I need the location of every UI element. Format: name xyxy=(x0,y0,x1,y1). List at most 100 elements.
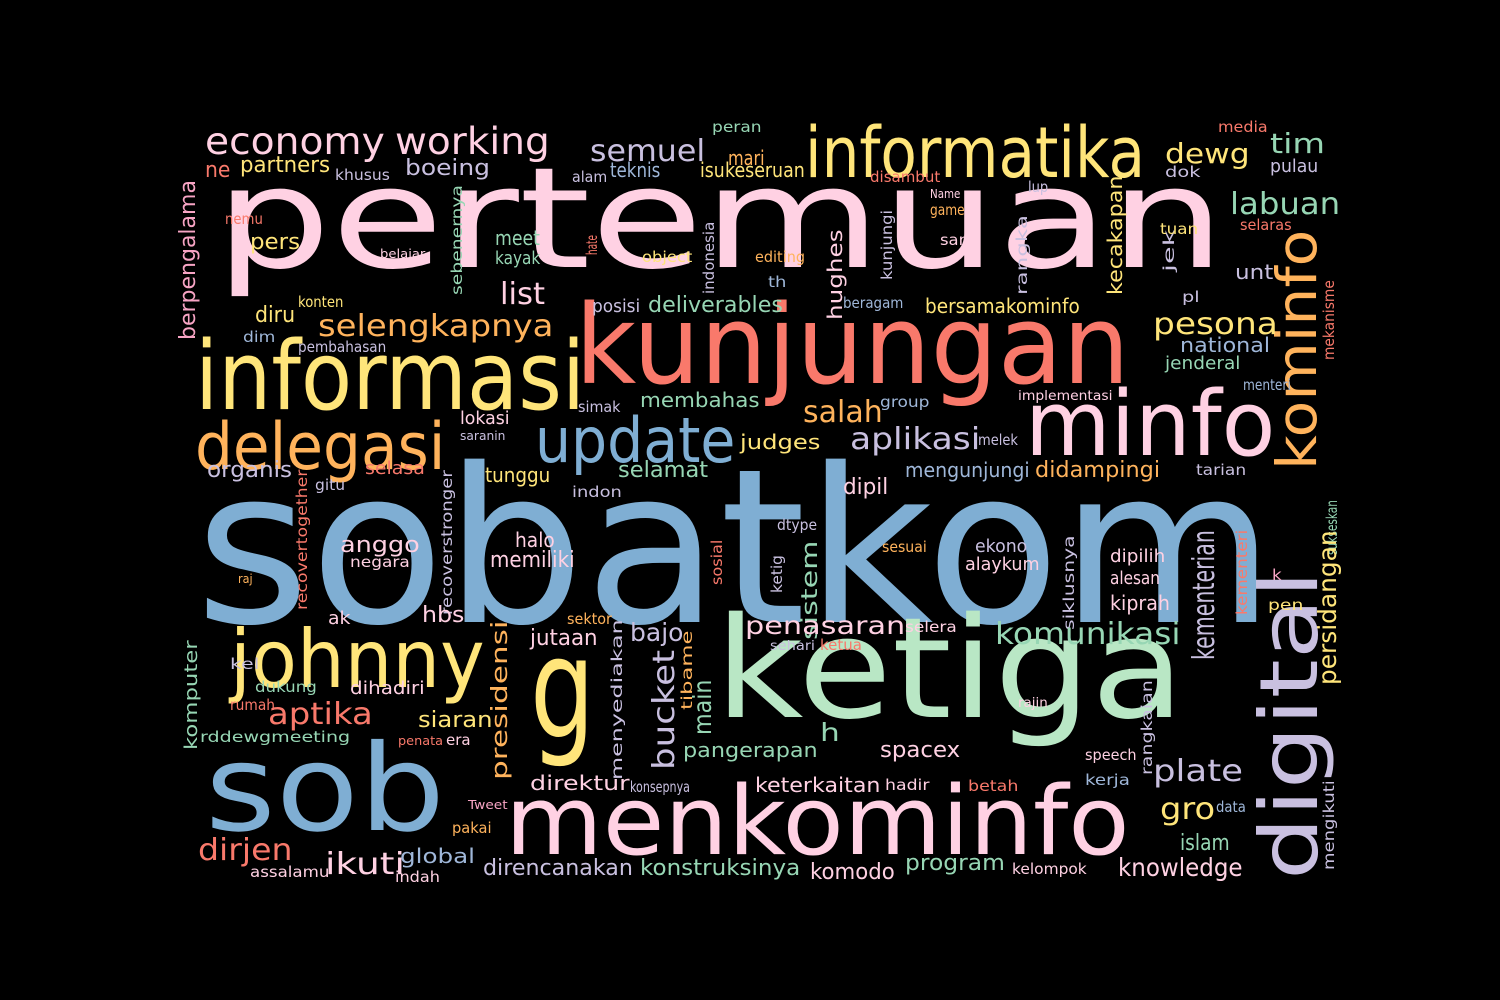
word-menkominfo: menkominfo xyxy=(505,767,1130,877)
word-main: main xyxy=(688,679,717,735)
word-gitu: gitu xyxy=(315,476,346,494)
word-labuan: labuan xyxy=(1230,187,1341,222)
word-dok: dok xyxy=(1165,163,1201,181)
word-konten: konten xyxy=(298,293,344,311)
word-tarian: tarian xyxy=(1196,461,1247,479)
word-saranin: saranin xyxy=(460,429,506,443)
word-posisi: posisi xyxy=(592,296,641,317)
word-ketiga: ketiga xyxy=(715,588,1185,751)
word-isu: isu xyxy=(700,158,725,182)
word-didampingi: didampingi xyxy=(1035,458,1161,483)
word-direktur: direktur xyxy=(530,771,630,795)
word-negara: negara xyxy=(350,553,410,571)
word-update: update xyxy=(535,404,736,477)
word-kecakapan: kecakapan xyxy=(1103,175,1127,295)
word-global: global xyxy=(400,844,475,868)
word-komodo: komodo xyxy=(810,860,895,885)
word-selaras: selaras xyxy=(1240,216,1292,234)
word-sektor: sektor xyxy=(567,610,612,628)
word-pers: pers xyxy=(250,230,301,255)
word-informasi: informasi xyxy=(195,322,586,432)
word-hughes: hughes xyxy=(823,229,847,320)
word-economy: economy xyxy=(205,120,385,163)
word-ne: ne xyxy=(205,158,231,183)
word-penata: penata xyxy=(398,734,444,748)
word-sesuai: sesuai xyxy=(882,538,927,556)
word-national: national xyxy=(1180,333,1271,357)
word-kunjungi: kunjungi xyxy=(878,209,896,280)
word-rddewgmeeting: rddewgmeeting xyxy=(200,728,351,746)
word-salah: salah xyxy=(803,395,883,430)
word-tweet: Tweet xyxy=(468,798,508,812)
word-organis: organis xyxy=(207,458,293,483)
word-selengkapnya: selengkapnya xyxy=(318,309,554,344)
word-kerja: kerja xyxy=(1085,771,1130,789)
word-recovertogether: recovertogether xyxy=(293,469,311,610)
word-implementasi: implementasi xyxy=(1018,389,1113,404)
word-knowledge: knowledge xyxy=(1118,853,1243,882)
word-list: list xyxy=(500,277,546,312)
word-keseruan: keseruan xyxy=(725,158,805,182)
word-rangka: rangka xyxy=(1013,214,1031,295)
word-aptika: aptika xyxy=(268,697,373,732)
word-ekono: ekono xyxy=(975,536,1028,557)
word-membahas: membahas xyxy=(640,388,760,412)
word-kelompok: kelompok xyxy=(1012,860,1087,878)
word-rumah: rumah xyxy=(230,696,275,714)
word-rajin: rajin xyxy=(1018,696,1048,711)
word-group: group xyxy=(880,393,930,411)
word-pangerapan: pangerapan xyxy=(683,738,818,762)
word-belajar: belajar xyxy=(380,247,426,261)
word-delegasi: delegasi xyxy=(195,410,446,485)
word-ak: ak xyxy=(328,608,351,629)
word-sosial: sosial xyxy=(708,539,726,585)
word-selasa: selasa xyxy=(365,458,425,479)
word-kunjungan: kunjungan xyxy=(575,281,1130,409)
word-direncanakan: direncanakan xyxy=(483,856,633,881)
word-indonesia: indonesia xyxy=(700,221,718,294)
word-menteri: menteri xyxy=(1243,376,1291,394)
word-unt: unt xyxy=(1235,260,1274,284)
word-minfo: minfo xyxy=(1025,372,1276,477)
word-pulau: pulau xyxy=(1270,156,1319,177)
word-betah: betah xyxy=(968,777,1019,795)
word-lokasi: lokasi xyxy=(460,408,510,429)
word-name: Name xyxy=(930,187,961,201)
word-k: k xyxy=(1272,566,1282,584)
word-persidangan: persidangan xyxy=(1313,530,1342,685)
word-kayak: kayak xyxy=(495,248,541,269)
word-tim: tim xyxy=(1270,127,1326,160)
word-judges: judges xyxy=(740,430,821,454)
word-partners: partners xyxy=(240,153,331,178)
word-menyediakan: menyediakan xyxy=(608,619,626,780)
word-meet: meet xyxy=(495,226,540,250)
word-dipil: dipil xyxy=(843,475,889,500)
word-beragam: beragam xyxy=(843,294,904,312)
word-siaran: siaran xyxy=(418,708,493,733)
word-dukung: dukung xyxy=(255,678,317,696)
word-simak: simak xyxy=(578,398,621,416)
word-hadir: hadir xyxy=(885,776,930,794)
word-kominfo: kominfo xyxy=(1265,229,1329,470)
word-sob: sob xyxy=(205,720,446,859)
word-dihadiri: dihadiri xyxy=(350,678,425,699)
word-jenderal: jenderal xyxy=(1165,353,1241,374)
word-era: era xyxy=(446,731,471,749)
word-object: object xyxy=(642,248,693,266)
word-recoverstronger: recoverstronger xyxy=(438,470,456,615)
word-nemu: nemu xyxy=(225,210,263,228)
word-boeing: boeing xyxy=(405,156,490,181)
word-peran: peran xyxy=(712,118,762,136)
word-pakai: pakai xyxy=(452,819,492,837)
word-kementerian: kementerian xyxy=(1187,530,1222,660)
word-spacex: spacex xyxy=(880,738,961,763)
word-bersamakominfo: bersamakominfo xyxy=(925,294,1080,318)
word-tuan: tuan xyxy=(1160,220,1199,238)
word-h: h xyxy=(820,718,840,747)
word-berpengalama: berpengalama xyxy=(176,180,201,340)
word-johnny: johnny xyxy=(230,613,485,706)
word-mekanisme: mekanisme xyxy=(1320,280,1338,360)
word-komputer: komputer xyxy=(181,640,202,750)
word-dirjen: dirjen xyxy=(198,833,293,868)
